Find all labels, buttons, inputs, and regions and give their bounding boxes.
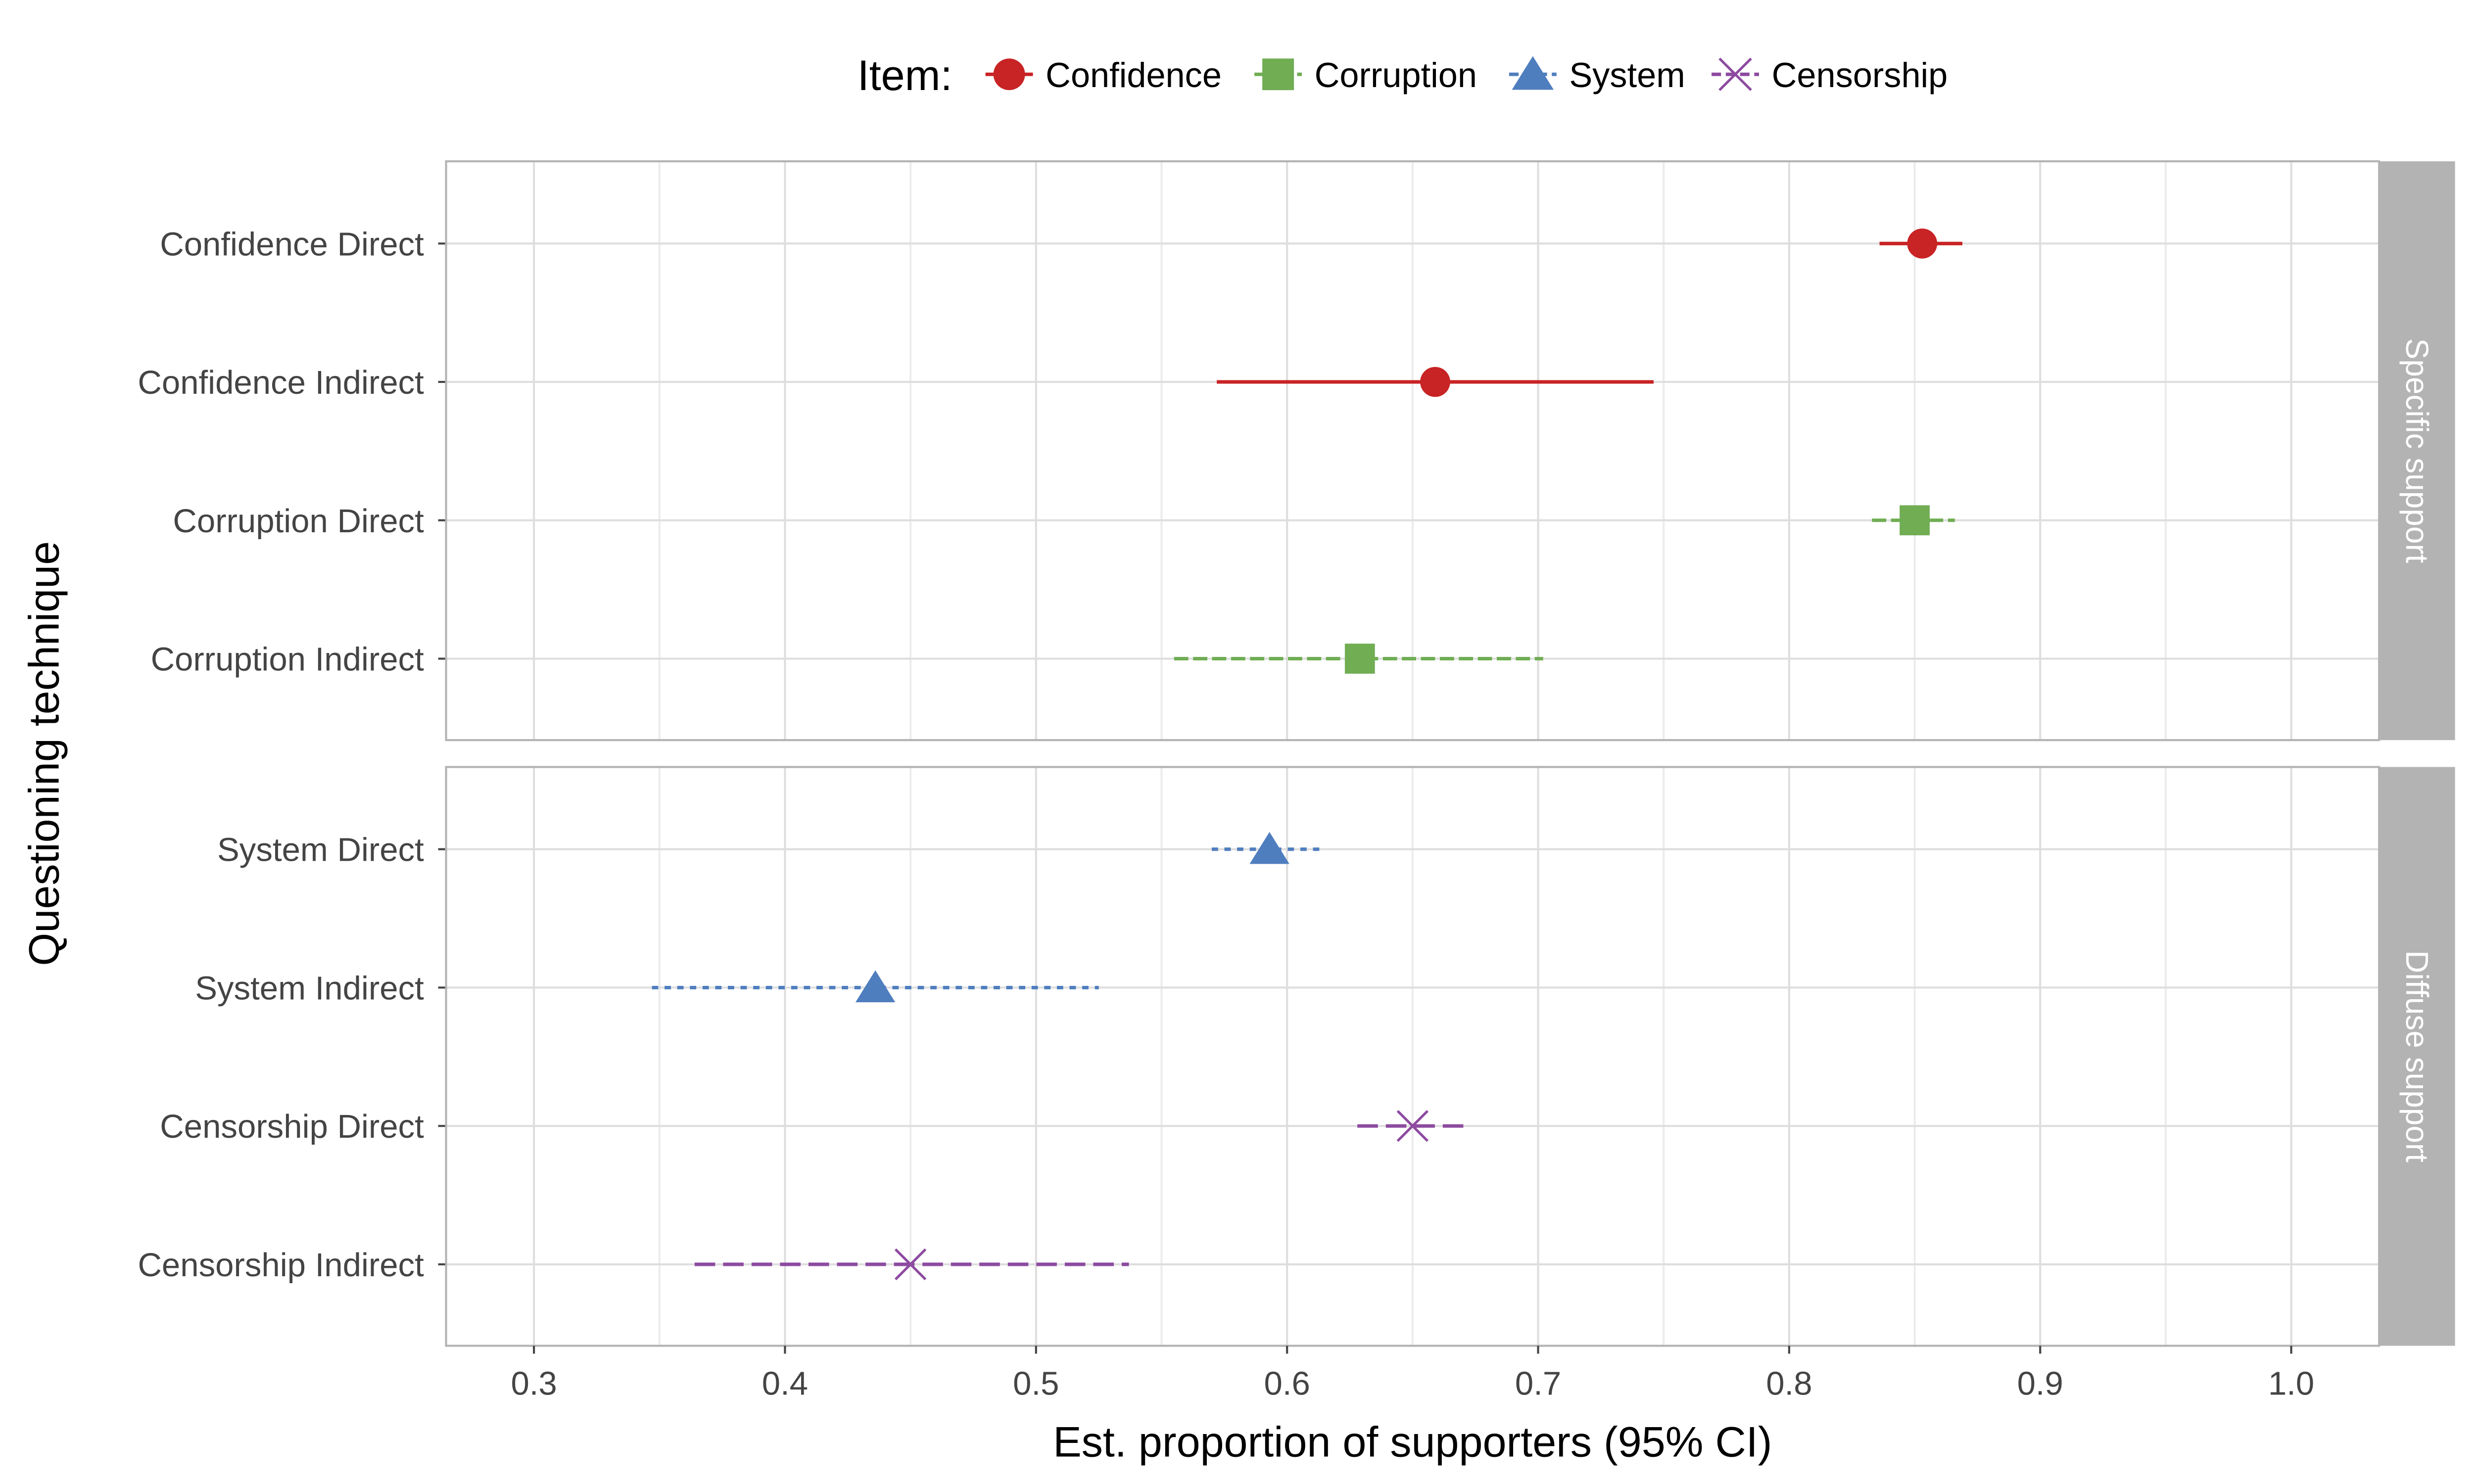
x-tick-label: 0.5 <box>1013 1365 1059 1402</box>
x-tick-label: 0.3 <box>511 1365 557 1402</box>
x-tick-label: 0.9 <box>2017 1365 2063 1402</box>
y-tick-label: Corruption Indirect <box>151 641 425 678</box>
facet-strip <box>2379 161 2455 741</box>
legend-label-corruption: Corruption <box>1315 55 1477 94</box>
y-tick-label: System Indirect <box>195 970 424 1007</box>
x-tick-label: 0.7 <box>1515 1365 1561 1402</box>
point-censorship-indirect <box>894 1248 927 1281</box>
legend-key-system <box>1512 56 1554 90</box>
point-system-indirect <box>855 970 896 1003</box>
legend-key-corruption <box>1262 58 1294 91</box>
y-tick-label: Censorship Direct <box>160 1108 424 1145</box>
y-tick-label: Confidence Indirect <box>138 364 424 401</box>
point-censorship-direct <box>1396 1110 1429 1142</box>
x-tick-label: 0.8 <box>1766 1365 1812 1402</box>
x-tick-label: 0.4 <box>762 1365 808 1402</box>
legend-label-confidence: Confidence <box>1046 55 1222 94</box>
y-tick-label: Censorship Indirect <box>138 1247 424 1284</box>
x-tick-label: 1.0 <box>2268 1365 2314 1402</box>
point-confidence-indirect <box>1420 367 1450 397</box>
point-corruption-indirect <box>1344 644 1375 674</box>
y-tick-label: Confidence Direct <box>160 226 424 263</box>
facet-strip <box>2379 767 2455 1346</box>
legend-key-confidence <box>993 58 1025 91</box>
point-corruption-direct <box>1900 505 1930 536</box>
legend-title: Item: <box>857 52 952 99</box>
legend-label-censorship: Censorship <box>1772 55 1948 94</box>
y-tick-label: System Direct <box>217 832 424 869</box>
y-axis-title: Questioning technique <box>20 541 68 966</box>
point-system-direct <box>1249 832 1289 864</box>
facet-strip-label: Specific support <box>2399 338 2435 563</box>
y-tick-label: Corruption Direct <box>173 503 424 540</box>
x-tick-label: 0.6 <box>1264 1365 1310 1402</box>
point-confidence-direct <box>1907 228 1938 259</box>
x-axis-title: Est. proportion of supporters (95% CI) <box>1053 1418 1772 1466</box>
legend-key-censorship <box>1718 57 1752 92</box>
facet-strip-label: Diffuse support <box>2399 950 2435 1162</box>
legend-label-system: System <box>1569 55 1685 94</box>
